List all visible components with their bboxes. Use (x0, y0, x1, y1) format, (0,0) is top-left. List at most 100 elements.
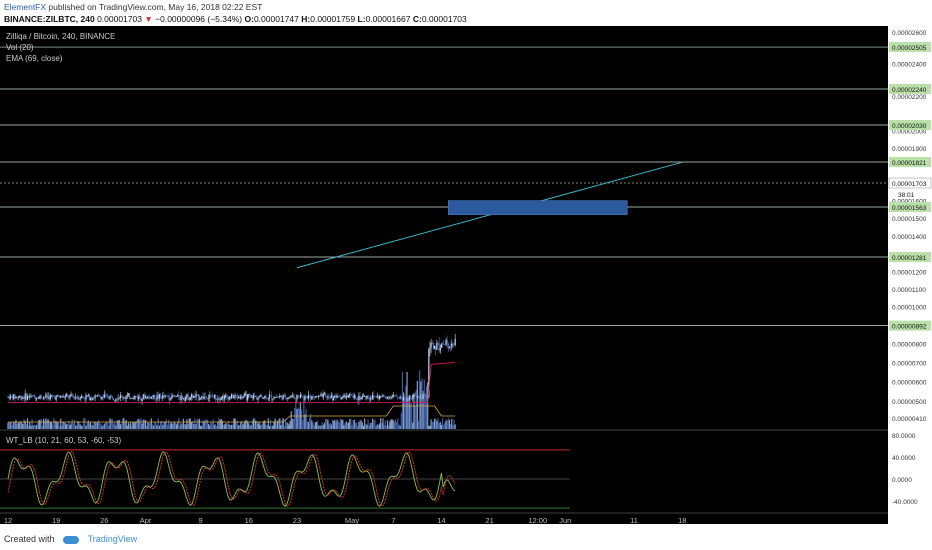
candle-body (8, 396, 10, 400)
symbol: BINANCE:ZILBTC, 240 (4, 14, 95, 24)
volume-bar (398, 424, 400, 429)
candle-body (142, 394, 144, 399)
volume-bar (297, 407, 299, 429)
candle-body (146, 396, 148, 399)
candle-body (423, 393, 425, 395)
candle-body (325, 393, 327, 397)
volume-bar (396, 421, 398, 429)
volume-bar (88, 423, 91, 429)
candle-body (164, 395, 166, 397)
candle-body (104, 394, 107, 396)
candle-body (362, 396, 365, 397)
volume-bar (102, 425, 104, 429)
candle-body (178, 394, 180, 399)
volume-bar (386, 420, 389, 429)
volume-bar (260, 424, 263, 429)
volume-bar (110, 419, 112, 429)
volume-bar (101, 425, 103, 429)
candle-body (120, 395, 123, 397)
volume-bar (151, 424, 154, 429)
tradingview-brand[interactable]: TradingView (87, 534, 138, 544)
candle-body (25, 393, 27, 400)
volume-bar (186, 419, 188, 429)
candle-body (321, 393, 323, 398)
candle-body (22, 397, 24, 399)
candle-body (179, 398, 181, 400)
volume-bar (354, 422, 357, 429)
candle-body (172, 394, 174, 397)
volume-bar (115, 425, 117, 429)
volume-bar (146, 425, 148, 429)
candle-body (366, 395, 368, 399)
candle-body (376, 395, 378, 398)
legend-ema: EMA (69, close) (6, 54, 63, 63)
level-label: 0.00001563 (892, 205, 927, 212)
volume-bar (351, 425, 353, 429)
volume-bar (392, 420, 394, 429)
candle-body (79, 398, 81, 400)
candle-body (132, 398, 134, 400)
x-tick-label: 9 (199, 516, 203, 525)
volume-bar (429, 425, 431, 429)
candle-body (46, 394, 48, 398)
author-link[interactable]: ElementFX (4, 2, 47, 12)
candle-body (279, 396, 281, 398)
volume-bar (420, 381, 422, 429)
candle-body (385, 397, 387, 399)
candle-body (140, 397, 142, 401)
candle-body (217, 398, 219, 400)
candle-body (407, 398, 409, 400)
volume-bar (273, 421, 275, 429)
candle-body (375, 397, 377, 398)
volume-bar (355, 422, 358, 429)
candle-body (303, 396, 305, 400)
candle-body (200, 397, 202, 399)
volume-bar (141, 423, 143, 429)
volume-bar (213, 424, 215, 429)
last-price-label: 0.00001703 (892, 181, 927, 188)
volume-bar (422, 403, 424, 429)
candle-body (289, 396, 291, 398)
candle-body (251, 395, 253, 399)
volume-bar (388, 424, 390, 429)
volume-bar (167, 420, 170, 429)
volume-bar (147, 422, 149, 429)
legend-vol: Vol (20) (6, 43, 34, 52)
volume-bar (261, 423, 264, 429)
volume-bar (384, 420, 386, 429)
candle-body (404, 397, 406, 399)
candle-body (138, 396, 140, 399)
volume-bar (60, 418, 62, 429)
volume-bar (227, 421, 229, 429)
candle-body (41, 398, 43, 399)
candle-body (358, 395, 360, 400)
candle-body (13, 394, 15, 399)
volume-bar (178, 418, 180, 429)
volume-bar (198, 418, 201, 429)
candle-body (236, 396, 238, 399)
candle-body (372, 394, 374, 399)
candle-body (124, 397, 126, 399)
candle-body (181, 395, 183, 399)
volume-bar (335, 422, 337, 429)
candle-body (243, 394, 245, 397)
volume-bar (313, 425, 315, 429)
volume-bar (11, 425, 14, 429)
candle-body (78, 397, 80, 400)
volume-bar (16, 424, 18, 429)
volume-bar (139, 420, 141, 429)
candle-body (49, 395, 52, 400)
volume-bar (369, 422, 371, 429)
last-price: 0.00001703 (97, 14, 142, 24)
candle-body (265, 395, 267, 399)
price-chart[interactable]: 12 19 26 Apr 9 16 23 May 7 14 21 12:00 Jun 11 18 0.0000… (0, 26, 932, 530)
volume-bar (84, 418, 86, 429)
o-label: O: (244, 14, 254, 24)
volume-bar (252, 418, 254, 429)
volume-bar (187, 423, 189, 429)
volume-bar (145, 420, 147, 429)
volume-bar (280, 425, 282, 429)
volume-bar (61, 425, 63, 429)
volume-bar (413, 393, 415, 429)
volume-bar (99, 422, 101, 429)
